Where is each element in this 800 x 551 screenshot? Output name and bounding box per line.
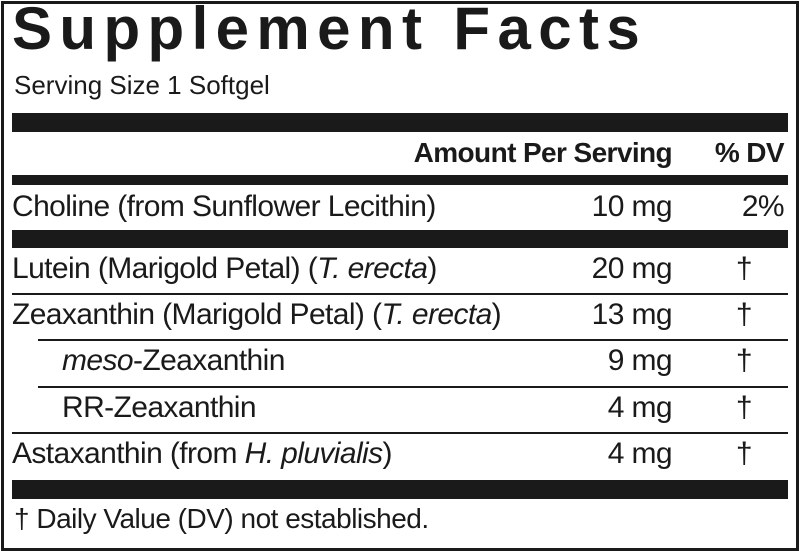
nutrient-amount: 10 mg [591, 190, 673, 223]
nutrient-row: RR-Zeaxanthin 4 mg † [12, 391, 788, 425]
footnote: † Daily Value (DV) not established. [14, 503, 429, 534]
nutrient-name: RR-Zeaxanthin [62, 391, 257, 424]
amount-header: Amount Per Serving [413, 137, 673, 168]
nutrient-amount: 20 mg [591, 252, 673, 285]
nutrient-amount: 4 mg [607, 391, 673, 424]
nutrient-dv: 2% [741, 190, 785, 223]
serving-size: Serving Size 1 Softgel [14, 70, 270, 100]
nutrient-name: Astaxanthin (from H. pluvialis) [12, 437, 393, 470]
medium-divider [12, 175, 788, 185]
column-header: Amount Per Serving % DV [12, 136, 788, 170]
thin-divider [12, 432, 788, 434]
nutrient-name: Zeaxanthin (Marigold Petal) (T. erecta) [12, 298, 502, 331]
nutrient-amount: 13 mg [591, 298, 673, 331]
label-title: Supplement Facts [12, 0, 648, 62]
nutrient-dv: † [735, 437, 753, 470]
nutrient-dv: † [735, 298, 753, 331]
nutrient-row: Astaxanthin (from H. pluvialis) 4 mg † [12, 437, 788, 471]
thick-divider [12, 113, 788, 132]
thick-divider [12, 230, 788, 248]
thin-divider [38, 386, 788, 388]
nutrient-row: meso-Zeaxanthin 9 mg † [12, 344, 788, 378]
nutrient-name: Lutein (Marigold Petal) (T. erecta) [12, 252, 437, 285]
dv-header: % DV [714, 137, 785, 168]
nutrient-dv: † [735, 391, 753, 424]
thin-divider [38, 339, 788, 341]
nutrient-dv: † [735, 252, 753, 285]
nutrient-row: Zeaxanthin (Marigold Petal) (T. erecta) … [12, 298, 788, 332]
thin-divider [12, 293, 788, 295]
nutrient-name: Choline (from Sunflower Lecithin) [12, 190, 436, 223]
nutrient-row: Lutein (Marigold Petal) (T. erecta) 20 m… [12, 252, 788, 286]
nutrient-amount: 4 mg [607, 437, 673, 470]
nutrient-amount: 9 mg [607, 344, 673, 377]
nutrient-row: Choline (from Sunflower Lecithin) 10 mg … [12, 190, 788, 224]
nutrient-dv: † [735, 344, 753, 377]
thick-divider [12, 480, 788, 499]
nutrient-name: meso-Zeaxanthin [62, 344, 285, 377]
